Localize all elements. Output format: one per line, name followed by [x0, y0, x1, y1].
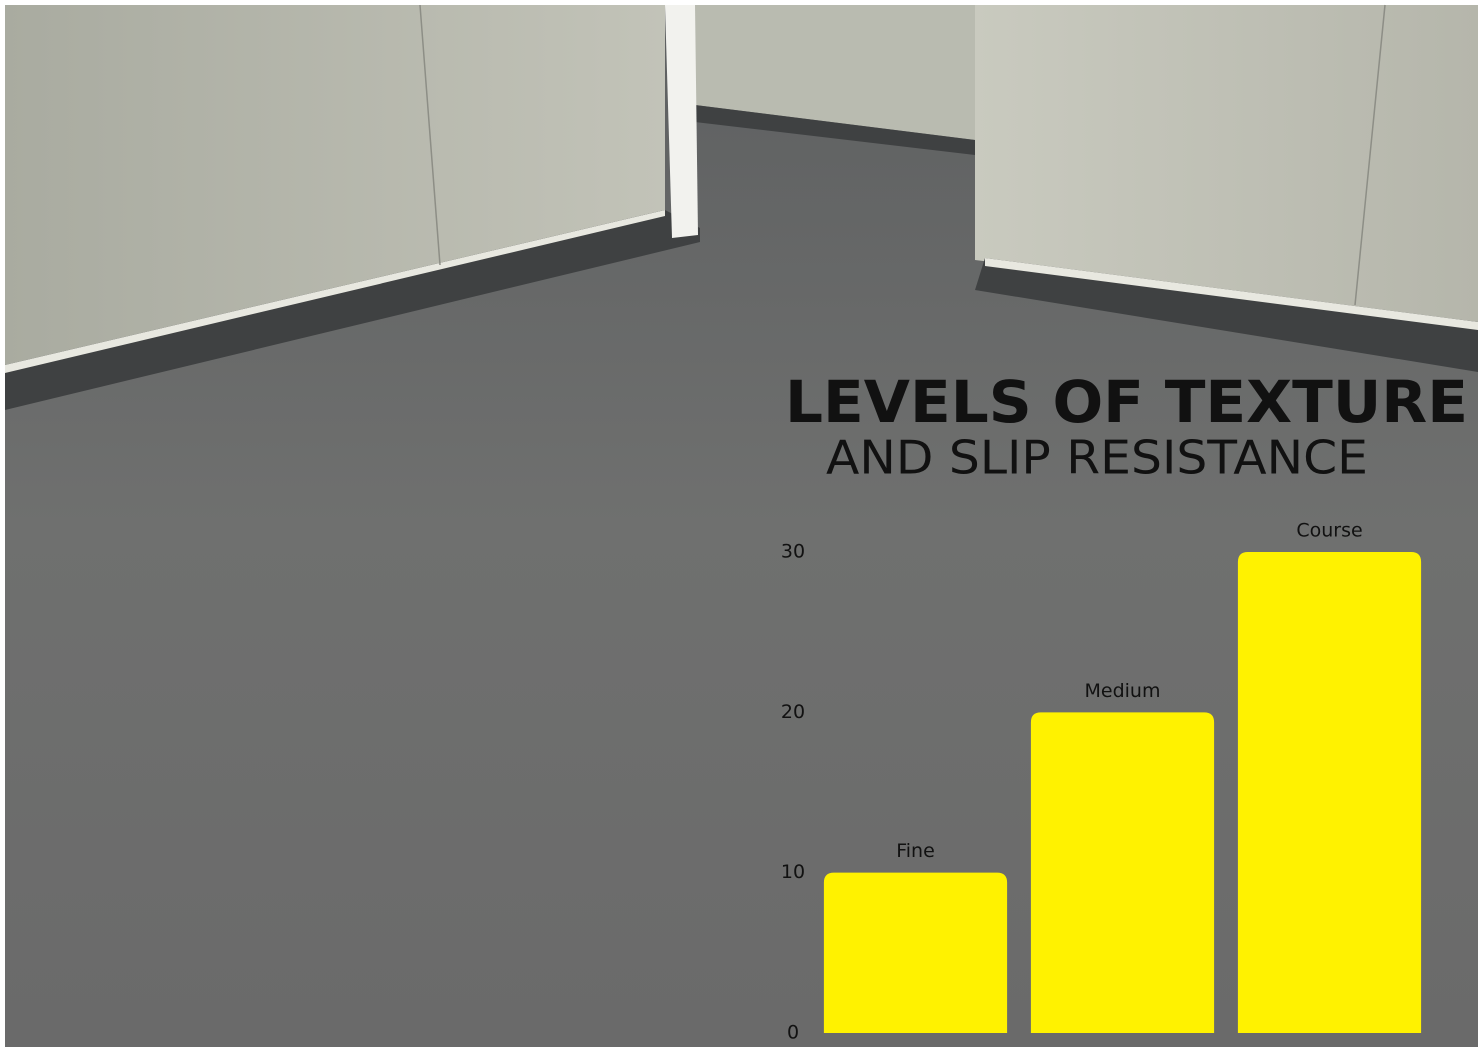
category-label: Fine [896, 840, 935, 862]
bar [1031, 712, 1214, 1033]
y-tick-label: 10 [781, 861, 805, 883]
bar [1238, 552, 1421, 1033]
chart: LEVELS OF TEXTURE AND SLIP RESISTANCE 0 1… [0, 0, 1484, 1051]
chart-subtitle: AND SLIP RESISTANCE [826, 431, 1368, 485]
y-tick-label: 30 [781, 541, 805, 563]
y-tick-label: 20 [781, 701, 805, 723]
category-label: Medium [1085, 680, 1161, 702]
page: LEVELS OF TEXTURE AND SLIP RESISTANCE 0 1… [0, 0, 1484, 1051]
bar [824, 873, 1007, 1033]
category-label: Course [1296, 520, 1362, 542]
y-tick-label: 0 [787, 1022, 799, 1044]
chart-title: LEVELS OF TEXTURE [785, 368, 1468, 436]
